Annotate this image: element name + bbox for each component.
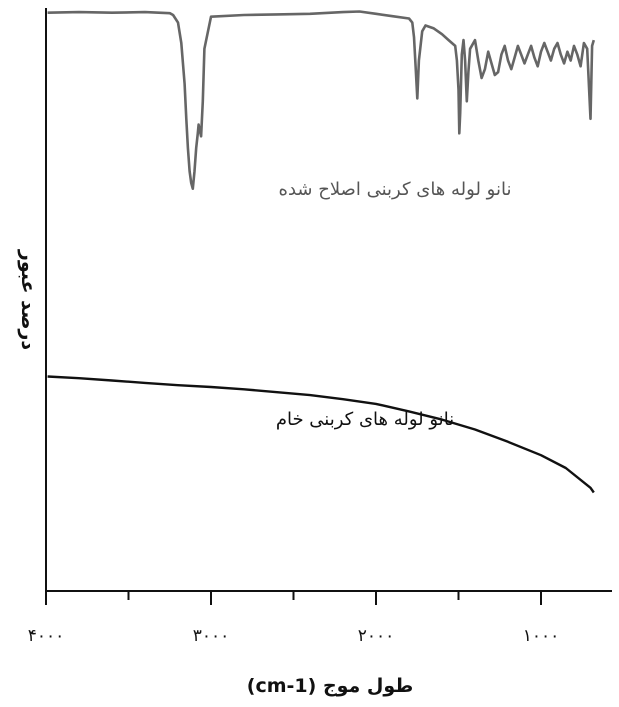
series-lines: [47, 10, 596, 494]
series-label-1: نانو لوله های کربنی اصلاح شده: [279, 179, 512, 200]
x-axis-ticks: ۴۰۰۰ ۳۰۰۰ ۲۰۰۰ ۱۰۰۰: [28, 591, 560, 646]
series-label-2: نانو لوله های کربنی خام: [276, 409, 454, 430]
series-line-2: [47, 375, 595, 494]
y-axis-title: درصد عبور: [17, 249, 39, 350]
x-tick-label-2000: ۲۰۰۰: [358, 626, 395, 646]
x-axis-title: طول موج (cm-1): [247, 675, 413, 697]
series-line-1: [47, 10, 596, 190]
x-tick-label-1000: ۱۰۰۰: [523, 626, 560, 646]
x-tick-label-3000: ۳۰۰۰: [193, 626, 230, 646]
series-labels: نانو لوله های کربنی اصلاح شده نانو لوله ه…: [276, 179, 512, 430]
x-tick-label-4000: ۴۰۰۰: [28, 626, 65, 646]
axes: [45, 8, 612, 592]
